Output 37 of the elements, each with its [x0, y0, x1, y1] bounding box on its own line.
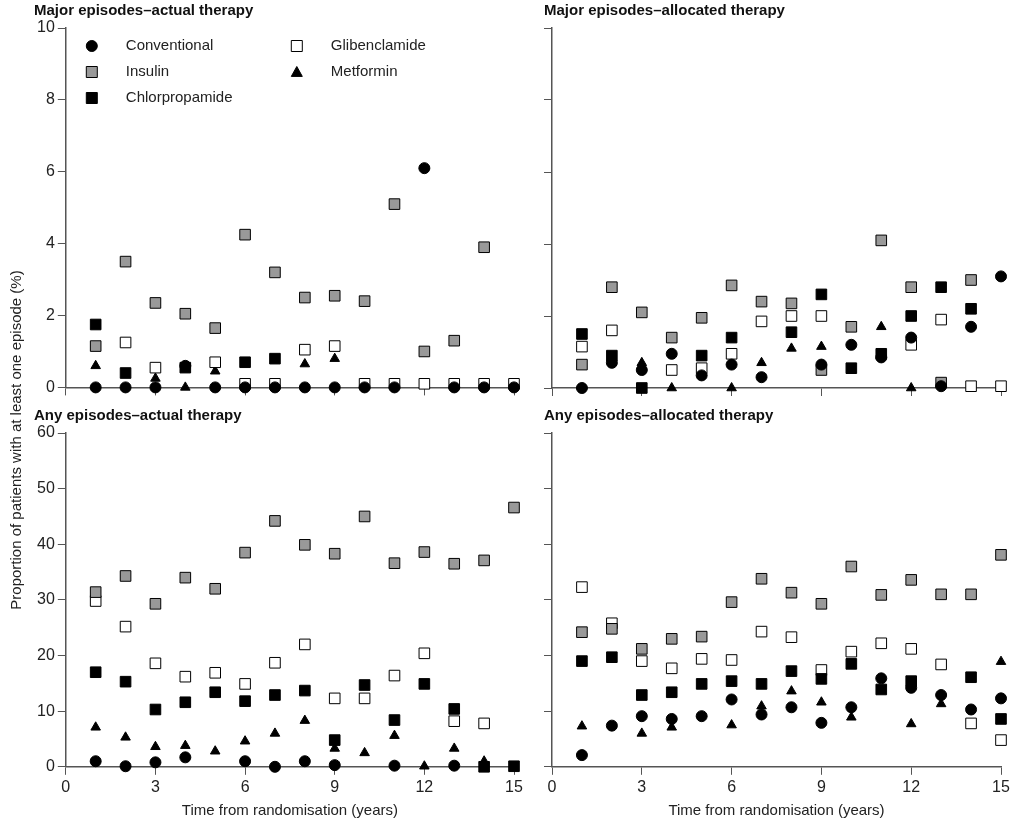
y-tick-label: 0 [45, 377, 55, 395]
y-tick-label: 30 [37, 590, 55, 608]
legend-label: Glibenclamide [330, 36, 426, 54]
legend-label: Insulin [125, 62, 170, 80]
chart-title: Major episodes–actual therapy [34, 1, 254, 19]
x-axis-title: Time from randomisation (years) [668, 801, 885, 819]
y-tick-label: 0 [45, 757, 55, 775]
x-tick-label: 0 [547, 777, 557, 795]
y-tick-label: 60 [37, 423, 55, 441]
x-tick-label: 3 [150, 777, 160, 795]
x-axis-title: Time from randomisation (years) [181, 801, 398, 819]
x-tick-label: 3 [637, 777, 647, 795]
legend-label: Conventional [125, 36, 214, 54]
x-tick-label: 0 [61, 777, 71, 795]
y-axis-title: Proportion of patients with at least one episode (%) [6, 270, 24, 610]
chart-title: Any episodes–actual therapy [34, 406, 243, 424]
y-tick-label: 2 [45, 305, 55, 323]
y-tick-label: 10 [37, 18, 55, 36]
chart-title: Major episodes–allocated therapy [544, 1, 786, 19]
y-tick-label: 6 [45, 162, 55, 180]
x-tick-label: 9 [330, 777, 340, 795]
legend-label: Metformin [330, 62, 398, 80]
legend-label: Chlorpropamide [125, 88, 233, 106]
y-tick-label: 4 [45, 234, 55, 252]
y-tick-label: 40 [37, 534, 55, 552]
x-tick-label: 6 [240, 777, 250, 795]
chart-title: Any episodes–allocated therapy [544, 406, 774, 424]
x-tick-label: 15 [505, 777, 523, 795]
y-tick-label: 10 [37, 701, 55, 719]
x-tick-label: 12 [902, 777, 921, 795]
x-tick-label: 9 [816, 777, 826, 795]
y-tick-label: 8 [45, 90, 55, 108]
x-tick-label: 6 [727, 777, 737, 795]
x-tick-label: 15 [992, 777, 1010, 795]
y-tick-label: 50 [37, 479, 55, 497]
y-tick-label: 20 [37, 645, 55, 663]
x-tick-label: 12 [415, 777, 434, 795]
